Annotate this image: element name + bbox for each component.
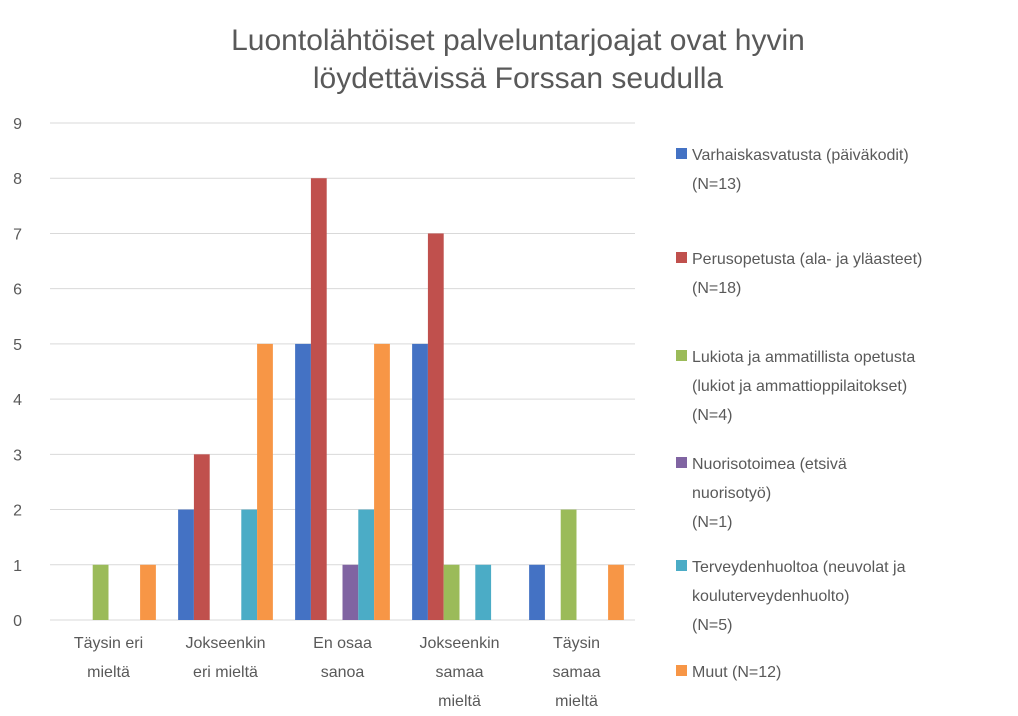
- y-tick-label: 4: [13, 392, 22, 409]
- y-tick-label: 0: [13, 613, 22, 630]
- bar: [427, 233, 444, 620]
- y-tick-label: 7: [13, 226, 22, 243]
- y-tick-label: 8: [13, 171, 22, 188]
- bar: [241, 509, 258, 620]
- bar: [92, 564, 109, 620]
- bar: [560, 509, 577, 620]
- bar: [358, 509, 375, 620]
- bar: [412, 343, 428, 620]
- legend-swatch: [676, 560, 687, 571]
- x-tick-label: Täysin samaa mieltä: [552, 635, 600, 710]
- chart-title: Luontolähtöiset palveluntarjoajat ovat h…: [231, 24, 805, 95]
- y-tick-label: 9: [13, 116, 22, 133]
- legend-swatch: [676, 148, 687, 159]
- legend-swatch: [676, 350, 687, 361]
- legend-label: Lukiota ja ammatillista opetusta (lukiot …: [692, 349, 915, 424]
- y-tick-label: 5: [13, 337, 22, 354]
- y-tick-label: 6: [13, 282, 22, 299]
- legend-swatch: [676, 665, 687, 676]
- legend-label: Perusopetusta (ala- ja yläasteet) (N=18): [692, 251, 922, 297]
- x-tick-label: Jokseenkin eri mieltä: [185, 635, 265, 681]
- bar: [374, 343, 390, 620]
- y-tick-label: 3: [13, 447, 22, 464]
- bar: [178, 509, 194, 620]
- y-tick-label: 1: [13, 558, 22, 575]
- bar: [295, 343, 311, 620]
- x-tick-label: En osaa sanoa: [313, 635, 372, 681]
- x-tick-label: Jokseenkin samaa mieltä: [419, 635, 499, 710]
- legend-label: Varhaiskasvatusta (päiväkodit) (N=13): [692, 147, 909, 193]
- y-tick-label: 2: [13, 503, 22, 520]
- legend-label: Terveydenhuoltoa (neuvolat ja koulutervey…: [692, 559, 906, 634]
- legend-label: Nuorisotoimea (etsivä nuorisotyö) (N=1): [692, 456, 847, 531]
- bar: [257, 343, 273, 620]
- bar: [443, 564, 460, 620]
- bar: [193, 454, 210, 620]
- legend-swatch: [676, 252, 687, 263]
- bar: [140, 564, 156, 620]
- bar: [529, 564, 545, 620]
- bar: [342, 564, 359, 620]
- legend-label: Muut (N=12): [692, 664, 781, 681]
- x-tick-label: Täysin eri mieltä: [74, 635, 143, 681]
- legend-swatch: [676, 457, 687, 468]
- bar: [475, 564, 492, 620]
- bar: [608, 564, 624, 620]
- bar: [310, 178, 327, 620]
